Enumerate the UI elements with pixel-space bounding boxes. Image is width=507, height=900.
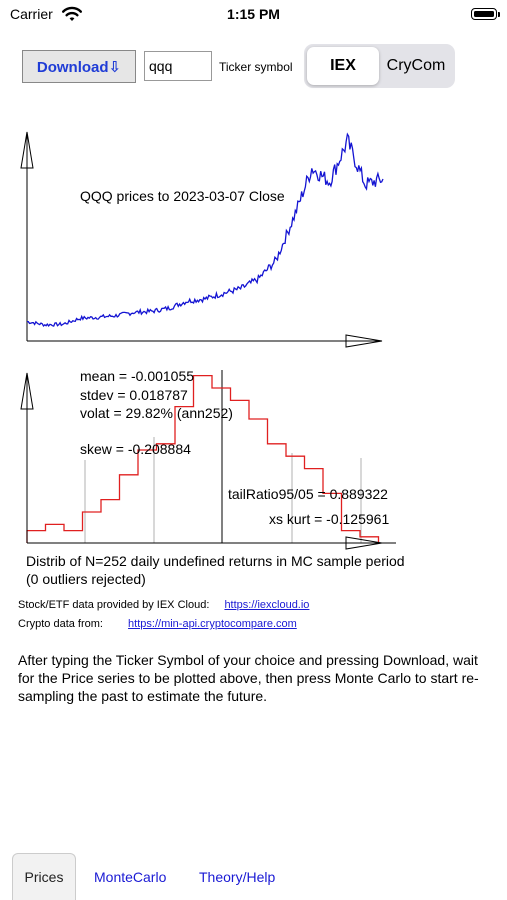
stat-tail-ratio: tailRatio95/05 = 0.889322 bbox=[228, 486, 388, 502]
stat-skew: skew = -0.208884 bbox=[80, 441, 191, 457]
stat-xs-kurtosis: xs kurt = -0.125961 bbox=[269, 511, 389, 527]
wifi-icon bbox=[62, 6, 82, 21]
returns-histogram: mean = -0.001055 stdev = 0.018787 volat … bbox=[20, 368, 396, 550]
price-series-line bbox=[27, 132, 384, 328]
histogram-y-axis-arrow bbox=[20, 372, 34, 410]
crypto-credit-label: Crypto data from: bbox=[18, 618, 103, 630]
stat-mean: mean = -0.001055 bbox=[80, 368, 194, 384]
price-x-axis-arrow bbox=[345, 334, 383, 348]
histogram-gridlines bbox=[84, 437, 362, 543]
histogram-x-axis-arrow bbox=[345, 536, 383, 550]
segment-iex[interactable]: IEX bbox=[307, 47, 379, 85]
tab-prices[interactable]: Prices bbox=[12, 853, 76, 900]
clock: 1:15 PM bbox=[227, 6, 280, 22]
tab-theory-help[interactable]: Theory/Help bbox=[199, 868, 276, 885]
battery-tip bbox=[498, 12, 500, 17]
histogram-caption: Distrib of N=252 daily undefined returns… bbox=[26, 553, 405, 587]
ticker-input[interactable] bbox=[144, 51, 212, 81]
cryptocompare-link[interactable]: https://min-api.cryptocompare.com bbox=[128, 618, 297, 630]
ticker-symbol-label: Ticker symbol bbox=[219, 60, 293, 74]
download-button[interactable]: Download⇩ bbox=[22, 50, 136, 83]
price-chart-title: QQQ prices to 2023-03-07 Close bbox=[80, 188, 285, 204]
status-bar: Carrier 1:15 PM bbox=[0, 0, 507, 30]
stock-credit-label: Stock/ETF data provided by IEX Cloud: bbox=[18, 599, 210, 611]
carrier-label: Carrier bbox=[10, 6, 53, 22]
price-y-axis-arrow bbox=[20, 131, 34, 169]
tab-montecarlo[interactable]: MonteCarlo bbox=[94, 868, 167, 885]
price-chart: QQQ prices to 2023-03-07 Close bbox=[20, 131, 384, 348]
iexcloud-link[interactable]: https://iexcloud.io bbox=[224, 599, 310, 611]
stat-volatility: volat = 29.82% (ann252) bbox=[80, 405, 233, 421]
stock-credit: Stock/ETF data provided by IEX Cloud: ht… bbox=[18, 599, 309, 611]
battery-icon bbox=[471, 8, 497, 20]
instructions-text: After typing the Ticker Symbol of your c… bbox=[18, 652, 479, 704]
segment-crycom[interactable]: CryCom bbox=[386, 57, 446, 74]
crypto-credit: Crypto data from: https://min-api.crypto… bbox=[18, 618, 297, 630]
stat-stdev: stdev = 0.018787 bbox=[80, 387, 188, 403]
histogram-step-line bbox=[26, 374, 380, 543]
